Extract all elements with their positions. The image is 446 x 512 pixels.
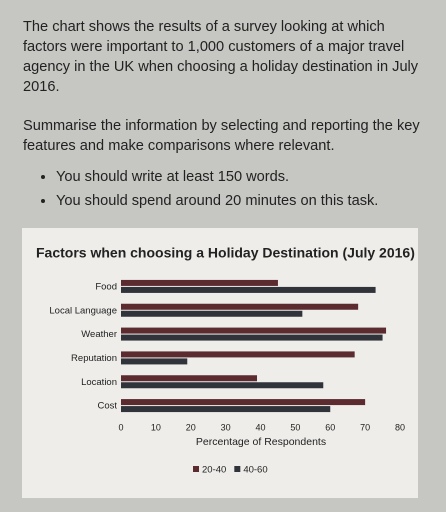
bar xyxy=(121,351,355,358)
y-tick-label: Food xyxy=(95,281,117,292)
y-tick-label: Local Language xyxy=(49,305,117,316)
x-tick-label: 0 xyxy=(118,422,123,432)
legend-label: 40-60 xyxy=(243,465,267,476)
instruction-text: Summarise the information by selecting a… xyxy=(23,118,420,154)
x-axis-label: Percentage of Respondents xyxy=(196,436,326,448)
y-tick-label: Weather xyxy=(81,329,117,340)
x-tick-label: 40 xyxy=(255,422,265,432)
bar xyxy=(121,327,387,334)
legend-label: 20-40 xyxy=(202,465,226,476)
bar xyxy=(121,279,278,286)
chart-title: Factors when choosing a Holiday Destinat… xyxy=(36,245,415,261)
bar xyxy=(121,303,359,310)
bar xyxy=(121,399,366,406)
x-tick-label: 50 xyxy=(290,422,300,432)
x-tick-label: 30 xyxy=(221,422,231,432)
x-tick-label: 80 xyxy=(395,422,405,432)
bullet: You should write at least 150 words. xyxy=(56,165,436,189)
y-tick-label: Reputation xyxy=(71,353,117,364)
bar xyxy=(121,310,303,317)
x-tick-label: 10 xyxy=(151,422,161,432)
chart: Factors when choosing a Holiday Destinat… xyxy=(22,228,418,498)
y-tick-label: Cost xyxy=(97,401,117,412)
chart-background xyxy=(22,228,418,498)
legend-swatch xyxy=(234,466,241,472)
bar xyxy=(121,382,324,389)
bar xyxy=(121,375,258,382)
bar xyxy=(121,286,376,293)
legend-swatch xyxy=(193,466,199,472)
bar xyxy=(121,334,383,341)
x-tick-label: 60 xyxy=(325,422,335,432)
y-tick-label: Location xyxy=(81,377,117,388)
bullet: You should spend around 20 minutes on th… xyxy=(56,189,436,213)
bar xyxy=(121,406,331,413)
x-tick-label: 70 xyxy=(360,422,370,432)
x-tick-label: 20 xyxy=(186,422,196,432)
intro-text: The chart shows the results of a survey … xyxy=(23,19,419,95)
bullet-list: You should write at least 150 words. You… xyxy=(38,165,436,213)
bar xyxy=(121,358,188,365)
